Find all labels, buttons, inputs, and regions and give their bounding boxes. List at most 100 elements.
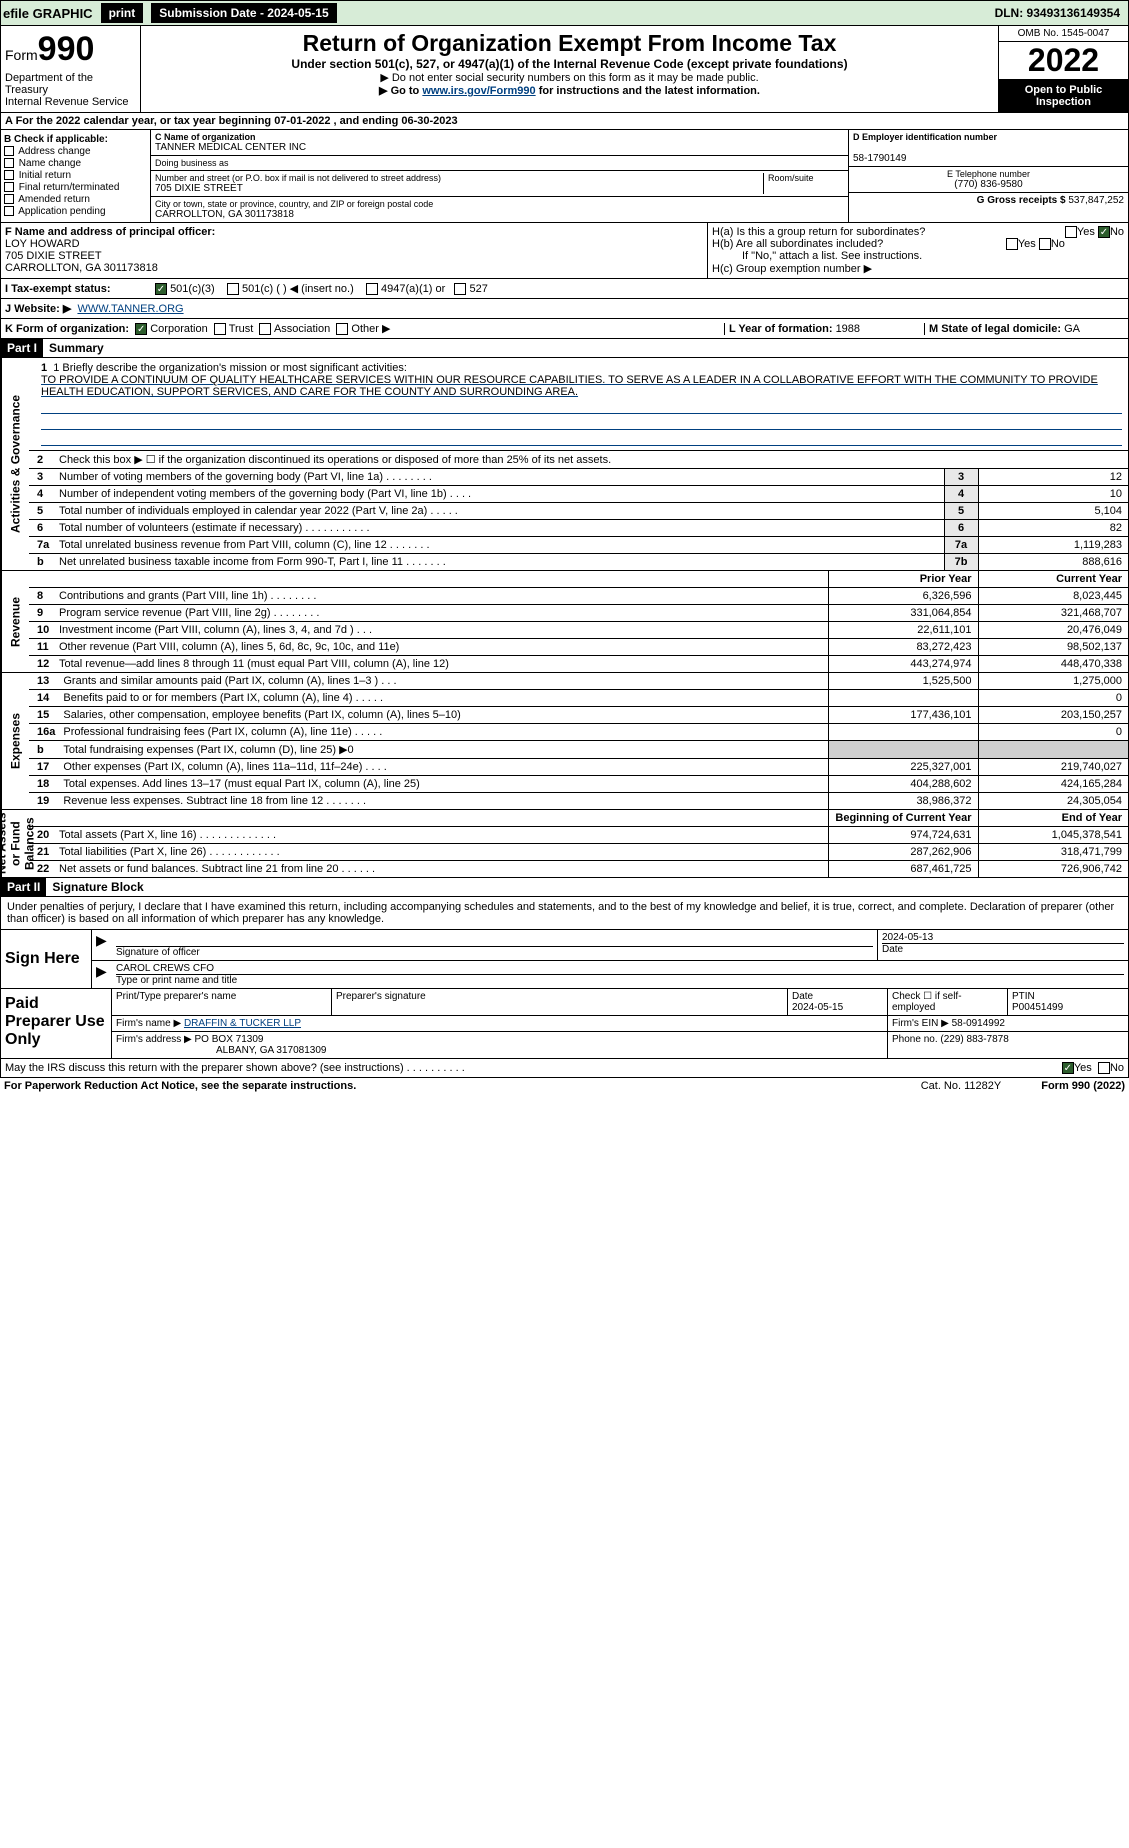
- chk-527[interactable]: [454, 283, 466, 295]
- prep-h2: Preparer's signature: [332, 989, 788, 1015]
- irs-link[interactable]: www.irs.gov/Form990: [422, 85, 535, 97]
- chk-amended[interactable]: [4, 194, 14, 204]
- chk-501c[interactable]: [227, 283, 239, 295]
- lbl-address-change: Address change: [18, 146, 90, 157]
- firm-name[interactable]: DRAFFIN & TUCKER LLP: [184, 1018, 301, 1029]
- table-row: 12Total revenue—add lines 8 through 11 (…: [29, 656, 1128, 673]
- note2-pre: ▶ Go to: [379, 85, 422, 97]
- org-info-block: B Check if applicable: Address change Na…: [0, 130, 1129, 223]
- form-subtitle: Under section 501(c), 527, or 4947(a)(1)…: [147, 57, 992, 71]
- side-activities: Activities & Governance: [1, 358, 29, 570]
- f-h-block: F Name and address of principal officer:…: [0, 223, 1129, 279]
- hb-yes[interactable]: [1006, 238, 1018, 250]
- cell-addr: Number and street (or P.O. box if mail i…: [151, 171, 848, 197]
- prep-right: Print/Type preparer's name Preparer's si…: [111, 989, 1128, 1058]
- addr-val: 705 DIXIE STREET: [155, 183, 759, 194]
- l-lbl: L Year of formation:: [729, 323, 836, 335]
- discuss-yes[interactable]: ✓: [1062, 1062, 1074, 1074]
- prep-h1: Print/Type preparer's name: [112, 989, 332, 1015]
- blank-line1: [41, 400, 1122, 414]
- lbl-pending: Application pending: [18, 206, 105, 217]
- k-corp: Corporation: [150, 323, 207, 335]
- ha-no[interactable]: ✓: [1098, 226, 1110, 238]
- chk-assoc[interactable]: [259, 323, 271, 335]
- side-revenue: Revenue: [1, 571, 29, 672]
- prep-date: 2024-05-15: [792, 1002, 843, 1013]
- chk-name[interactable]: [4, 158, 14, 168]
- lbl-name-change: Name change: [19, 158, 81, 169]
- table-row: 15Salaries, other compensation, employee…: [29, 707, 1128, 724]
- opt-501c3: 501(c)(3): [170, 283, 215, 295]
- m-lbl: M State of legal domicile:: [929, 323, 1064, 335]
- table-row: 13Grants and similar amounts paid (Part …: [29, 673, 1128, 690]
- website-link[interactable]: WWW.TANNER.ORG: [77, 303, 183, 315]
- firm-lbl: Firm's name ▶: [116, 1018, 181, 1029]
- sign-here-label: Sign Here: [1, 930, 91, 988]
- prep-block: Paid Preparer Use Only Print/Type prepar…: [0, 989, 1129, 1059]
- mission-text: TO PROVIDE A CONTINUUM OF QUALITY HEALTH…: [41, 374, 1122, 398]
- table-header: Beginning of Current YearEnd of Year: [29, 810, 1128, 827]
- table-row: 22Net assets or fund balances. Subtract …: [29, 861, 1128, 878]
- chk-4947[interactable]: [366, 283, 378, 295]
- table-row: 9Program service revenue (Part VIII, lin…: [29, 605, 1128, 622]
- discuss-no[interactable]: [1098, 1062, 1110, 1074]
- part2-title: Signature Block: [46, 880, 143, 894]
- city-lbl: City or town, state or province, country…: [155, 199, 844, 209]
- submission-date: Submission Date - 2024-05-15: [151, 3, 336, 23]
- part2-header: Part II Signature Block: [0, 878, 1129, 897]
- k-lbl: K Form of organization:: [5, 323, 129, 335]
- k-trust: Trust: [229, 323, 254, 335]
- form-title: Return of Organization Exempt From Incom…: [147, 30, 992, 57]
- m-val: GA: [1064, 323, 1080, 335]
- hb-no[interactable]: [1039, 238, 1051, 250]
- chk-initial[interactable]: [4, 170, 14, 180]
- cell-dba: Doing business as: [151, 156, 848, 171]
- table-row: 20Total assets (Part X, line 16) . . . .…: [29, 827, 1128, 844]
- chk-pending[interactable]: [4, 206, 14, 216]
- firm-addr-lbl: Firm's address ▶: [116, 1034, 192, 1045]
- no-lbl2: No: [1051, 238, 1065, 250]
- sig-name: CAROL CREWS CFO: [116, 963, 1124, 974]
- hb-lbl: H(b) Are all subordinates included?: [712, 238, 883, 250]
- irs-label: Internal Revenue Service: [5, 96, 129, 108]
- chk-trust[interactable]: [214, 323, 226, 335]
- chk-501c3[interactable]: ✓: [155, 283, 167, 295]
- ha-yes[interactable]: [1065, 226, 1077, 238]
- firm-ein: 58-0914992: [952, 1018, 1005, 1029]
- form-note2: ▶ Go to www.irs.gov/Form990 for instruct…: [147, 84, 992, 97]
- table-row: 8Contributions and grants (Part VIII, li…: [29, 588, 1128, 605]
- officer-addr2: CARROLLTON, GA 301173818: [5, 262, 158, 274]
- ein-val: 58-1790149: [853, 153, 1124, 164]
- hc-lbl: H(c) Group exemption number ▶: [712, 262, 1124, 275]
- table-row: 10Investment income (Part VIII, column (…: [29, 622, 1128, 639]
- table-row: 3Number of voting members of the governi…: [29, 469, 1128, 486]
- chk-other[interactable]: [336, 323, 348, 335]
- yes-lbl: Yes: [1077, 226, 1095, 238]
- hb-note: If "No," attach a list. See instructions…: [712, 250, 1124, 262]
- cat-no: Cat. No. 11282Y: [921, 1080, 1002, 1092]
- part1-header: Part I Summary: [0, 339, 1129, 358]
- row-i: I Tax-exempt status: ✓ 501(c)(3) 501(c) …: [0, 279, 1129, 299]
- table-row: 18Total expenses. Add lines 13–17 (must …: [29, 776, 1128, 793]
- cell-city: City or town, state or province, country…: [151, 197, 848, 222]
- firm-phone: (229) 883-7878: [940, 1034, 1008, 1045]
- row-j: J Website: ▶ WWW.TANNER.ORG: [0, 299, 1129, 319]
- tax-year: 2022: [999, 42, 1128, 80]
- print-button[interactable]: print: [101, 3, 144, 23]
- table-header: Prior YearCurrent Year: [29, 571, 1128, 588]
- ein-lbl: D Employer identification number: [853, 132, 997, 142]
- chk-address[interactable]: [4, 146, 14, 156]
- ptin: P00451499: [1012, 1002, 1063, 1013]
- h-block: H(a) Is this a group return for subordin…: [708, 223, 1128, 278]
- org-name: TANNER MEDICAL CENTER INC: [155, 142, 844, 153]
- addr-lbl: Number and street (or P.O. box if mail i…: [155, 173, 759, 183]
- sig-name-lbl: Type or print name and title: [116, 974, 1124, 986]
- chk-corp[interactable]: ✓: [135, 323, 147, 335]
- efile-label: efile GRAPHIC: [3, 6, 93, 21]
- opt-501c: 501(c) ( ) ◀ (insert no.): [242, 283, 354, 295]
- k-other: Other ▶: [351, 323, 390, 335]
- i-lbl: I Tax-exempt status:: [5, 283, 111, 295]
- chk-final[interactable]: [4, 182, 14, 192]
- gov-table: 2Check this box ▶ ☐ if the organization …: [29, 451, 1128, 570]
- prep-h4: Check ☐ if self-employed: [888, 989, 1008, 1015]
